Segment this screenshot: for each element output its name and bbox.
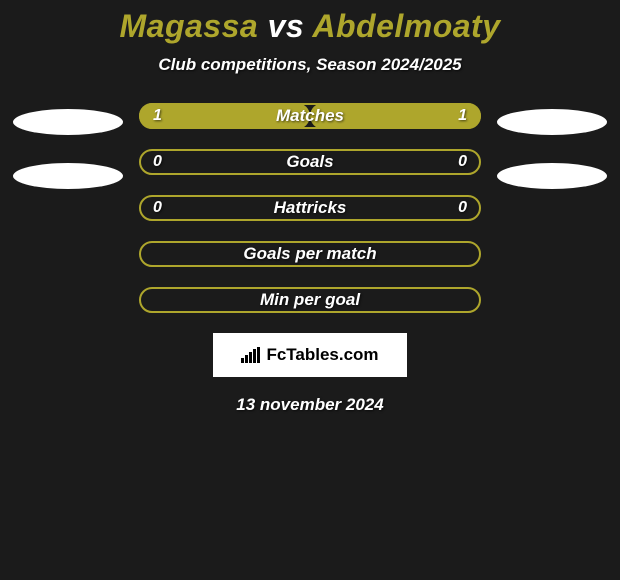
stat-value-right: 0: [458, 153, 467, 171]
comparison-infographic: Magassa vs Abdelmoaty Club competitions,…: [0, 0, 620, 580]
stat-value-left: 0: [153, 153, 162, 171]
right-ellipses: [497, 103, 607, 189]
subtitle: Club competitions, Season 2024/2025: [158, 55, 461, 75]
page-title: Magassa vs Abdelmoaty: [119, 8, 500, 45]
stat-value-right: 0: [458, 199, 467, 217]
stat-label: Min per goal: [260, 290, 360, 310]
stat-value-left: 1: [153, 107, 162, 125]
left-ellipses: [13, 103, 123, 189]
vs-text: vs: [268, 8, 305, 44]
ellipse: [497, 163, 607, 189]
logo-text: FcTables.com: [266, 345, 378, 365]
stat-bar: Goals per match: [139, 241, 481, 267]
logo-box: FcTables.com: [213, 333, 406, 377]
stats-area: 1 1 Matches 0 0 Goals 0 0 Hattricks Goals per mat…: [0, 103, 620, 313]
player1-name: Magassa: [119, 8, 258, 44]
stat-bars: 1 1 Matches 0 0 Goals 0 0 Hattricks Goals per mat…: [139, 103, 481, 313]
stat-bar: 1 1 Matches: [139, 103, 481, 129]
stat-label: Goals: [286, 152, 333, 172]
date-text: 13 november 2024: [236, 395, 383, 415]
player2-name: Abdelmoaty: [312, 8, 500, 44]
ellipse: [13, 109, 123, 135]
ellipse: [13, 163, 123, 189]
stat-label: Matches: [276, 106, 344, 126]
bar-chart-icon: [241, 347, 260, 363]
stat-bar: Min per goal: [139, 287, 481, 313]
stat-bar: 0 0 Hattricks: [139, 195, 481, 221]
stat-value-right: 1: [458, 107, 467, 125]
stat-label: Hattricks: [274, 198, 347, 218]
stat-bar: 0 0 Goals: [139, 149, 481, 175]
stat-label: Goals per match: [243, 244, 376, 264]
ellipse: [497, 109, 607, 135]
stat-value-left: 0: [153, 199, 162, 217]
